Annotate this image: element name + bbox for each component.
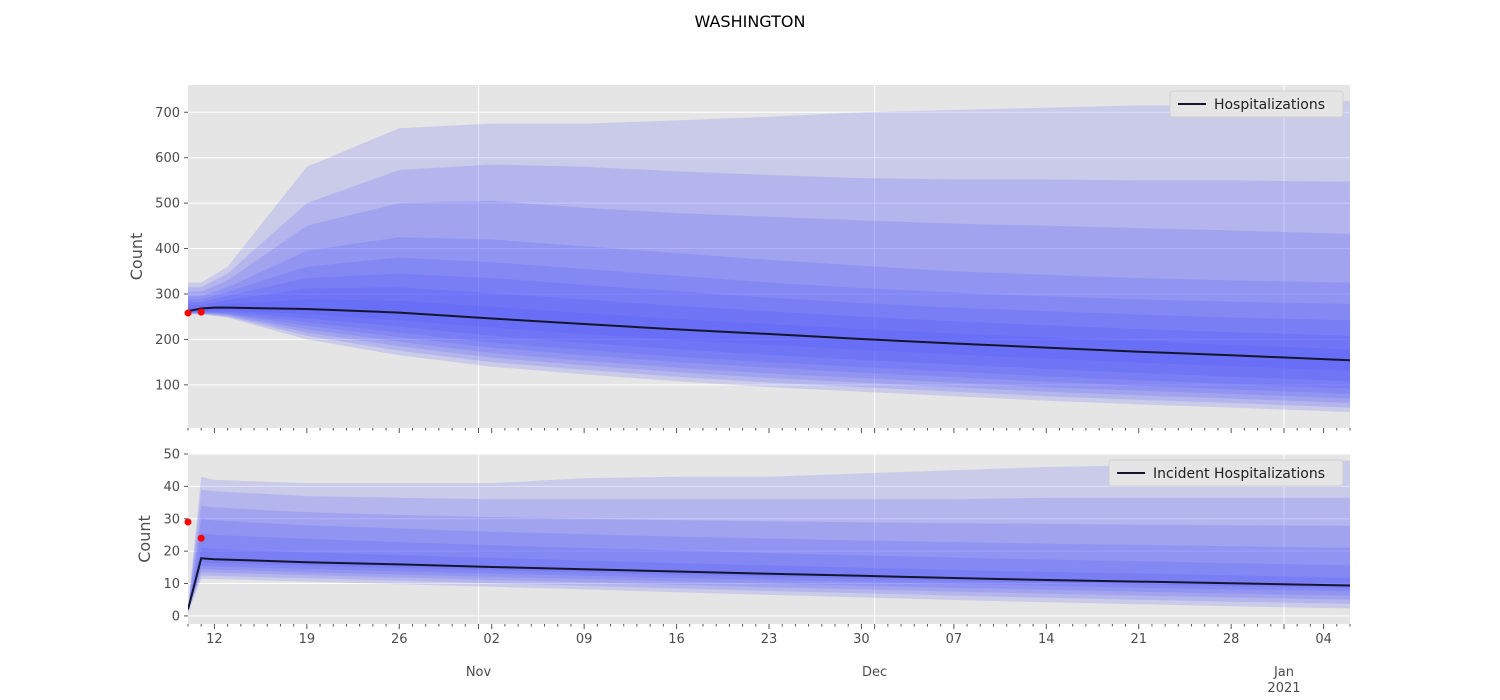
quantile-band-4 bbox=[188, 237, 1350, 399]
y-axis-label: Count bbox=[135, 515, 154, 563]
legend-bottom: Incident Hospitalizations bbox=[1108, 459, 1344, 487]
incident-hospitalizations-panel: 0 10 20 30 40 50 Count Incident Hospitalization… bbox=[135, 448, 1351, 629]
quantile-band-3 bbox=[188, 200, 1350, 403]
x-tick-label: 23 bbox=[761, 632, 778, 647]
quantile-band-4 bbox=[188, 518, 1350, 611]
y-tick-label: 50 bbox=[163, 448, 180, 463]
y-tick-label: 20 bbox=[163, 545, 180, 560]
median-line-bottom bbox=[188, 557, 1350, 610]
figure-title: WASHINGTON bbox=[694, 12, 806, 31]
plot-background-top bbox=[188, 85, 1350, 428]
x-tick-label: 26 bbox=[391, 632, 408, 647]
legend-label: Incident Hospitalizations bbox=[1153, 466, 1325, 482]
y-tick-label: 200 bbox=[155, 333, 180, 348]
y-tick-label: 700 bbox=[155, 106, 180, 121]
quantile-band-1 bbox=[188, 460, 1350, 613]
y-tick-label: 400 bbox=[155, 242, 180, 257]
quantile-band-6 bbox=[188, 547, 1350, 611]
quantile-band-3 bbox=[188, 505, 1350, 612]
quantile-band-1 bbox=[188, 100, 1350, 413]
x-year-label: 2021 bbox=[1267, 681, 1300, 696]
x-tick-label: 30 bbox=[853, 632, 870, 647]
legend-box bbox=[1108, 459, 1344, 487]
x-tick-label: 28 bbox=[1223, 632, 1240, 647]
x-tick-label: 02 bbox=[483, 632, 500, 647]
observed-point bbox=[184, 309, 192, 317]
quantile-band-2 bbox=[188, 164, 1350, 408]
y-tick-label: 10 bbox=[163, 577, 180, 592]
y-tick-label: 100 bbox=[155, 378, 180, 393]
y-tick-label: 40 bbox=[163, 480, 180, 495]
x-tick-label: 21 bbox=[1130, 632, 1147, 647]
x-tick-label: 07 bbox=[946, 632, 963, 647]
x-month-label: Nov bbox=[466, 665, 492, 680]
observed-point bbox=[184, 518, 192, 526]
y-tick-label: 300 bbox=[155, 287, 180, 302]
hospitalizations-panel: 100 200 300 400 500 600 700 Count Hospitalizatio… bbox=[127, 85, 1351, 433]
quantile-band-5 bbox=[188, 533, 1350, 611]
legend-box bbox=[1169, 90, 1344, 118]
x-tick-label: 14 bbox=[1038, 632, 1055, 647]
observed-point bbox=[197, 534, 205, 542]
x-tick-label: 16 bbox=[668, 632, 685, 647]
median-line-top bbox=[188, 306, 1350, 362]
x-tick-label: 12 bbox=[206, 632, 223, 647]
x-month-label: Dec bbox=[862, 665, 887, 680]
y-tick-label: 600 bbox=[155, 151, 180, 166]
x-month-label: Jan bbox=[1273, 665, 1294, 680]
y-tick-label: 500 bbox=[155, 197, 180, 212]
x-tick-label: 04 bbox=[1315, 632, 1332, 647]
legend-top: Hospitalizations bbox=[1169, 90, 1344, 118]
y-axis-label: Count bbox=[127, 233, 146, 281]
quantile-bands-bottom bbox=[188, 460, 1350, 613]
observed-point bbox=[197, 308, 205, 316]
quantile-band-5 bbox=[188, 257, 1350, 394]
legend-label: Hospitalizations bbox=[1214, 97, 1325, 113]
y-tick-label: 30 bbox=[163, 512, 180, 527]
y-tick-label: 0 bbox=[172, 609, 180, 624]
quantile-band-2 bbox=[188, 489, 1350, 612]
x-tick-label: 19 bbox=[299, 632, 316, 647]
x-tick-label: 09 bbox=[576, 632, 593, 647]
quantile-band-6 bbox=[188, 273, 1350, 389]
